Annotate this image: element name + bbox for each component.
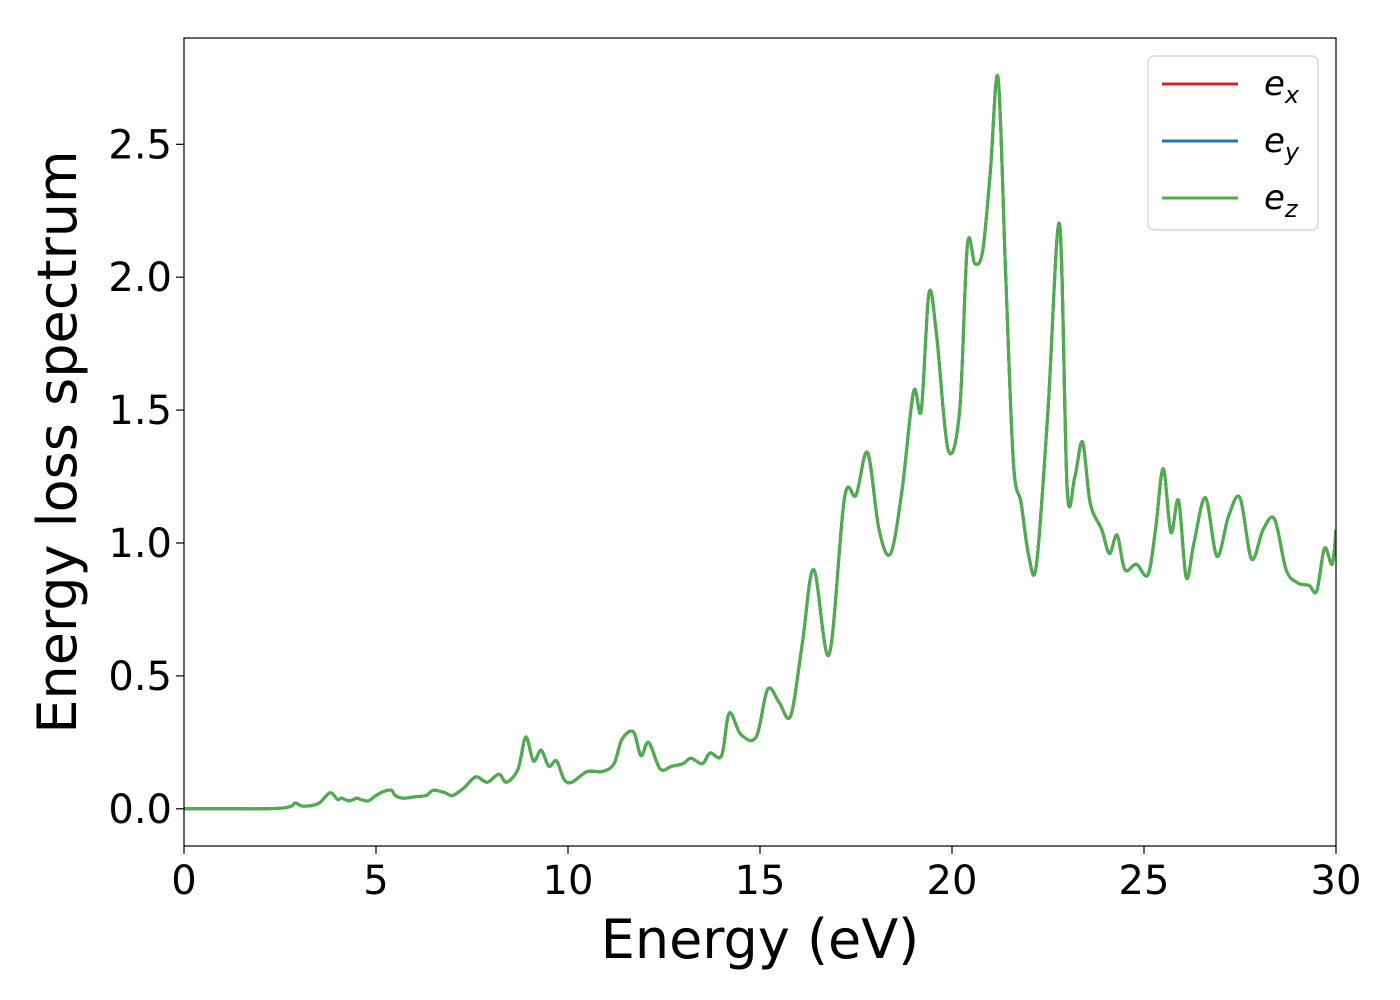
series-line-e-z [184, 73, 1336, 811]
x-tick-label: 30 [1311, 858, 1362, 904]
x-axis: 0 5 10 15 20 25 30 [171, 846, 1361, 904]
legend-label-e-z: ez [1264, 178, 1299, 223]
legend-label-e-x: ex [1264, 64, 1300, 109]
legend-label-subscript: x [1284, 81, 1300, 109]
x-tick-label: 0 [171, 858, 196, 904]
y-tick-label: 1.5 [108, 388, 172, 434]
y-tick-label: 0.0 [108, 787, 172, 833]
legend-label-main: e [1264, 64, 1285, 104]
x-tick-label: 5 [363, 858, 388, 904]
y-tick-label: 1.0 [108, 521, 172, 567]
legend-label-main: e [1264, 121, 1285, 161]
legend-label-subscript: y [1284, 138, 1300, 166]
y-tick-label: 0.5 [108, 654, 172, 700]
x-axis-label: Energy (eV) [601, 908, 920, 971]
x-tick-label: 25 [1119, 858, 1170, 904]
x-tick-label: 15 [735, 858, 786, 904]
y-tick-label: 2.0 [108, 255, 172, 301]
series-layer [184, 73, 1336, 811]
y-tick-label: 2.5 [108, 122, 172, 168]
legend-label-main: e [1264, 178, 1285, 218]
legend-label-subscript: z [1284, 195, 1299, 223]
y-axis-label: Energy loss spectrum [26, 150, 89, 733]
legend-label-e-y: ey [1264, 121, 1300, 166]
y-axis: 0.0 0.5 1.0 1.5 2.0 2.5 [108, 122, 184, 833]
x-tick-label: 10 [543, 858, 594, 904]
x-tick-label: 20 [927, 858, 978, 904]
legend-box [1147, 55, 1319, 231]
